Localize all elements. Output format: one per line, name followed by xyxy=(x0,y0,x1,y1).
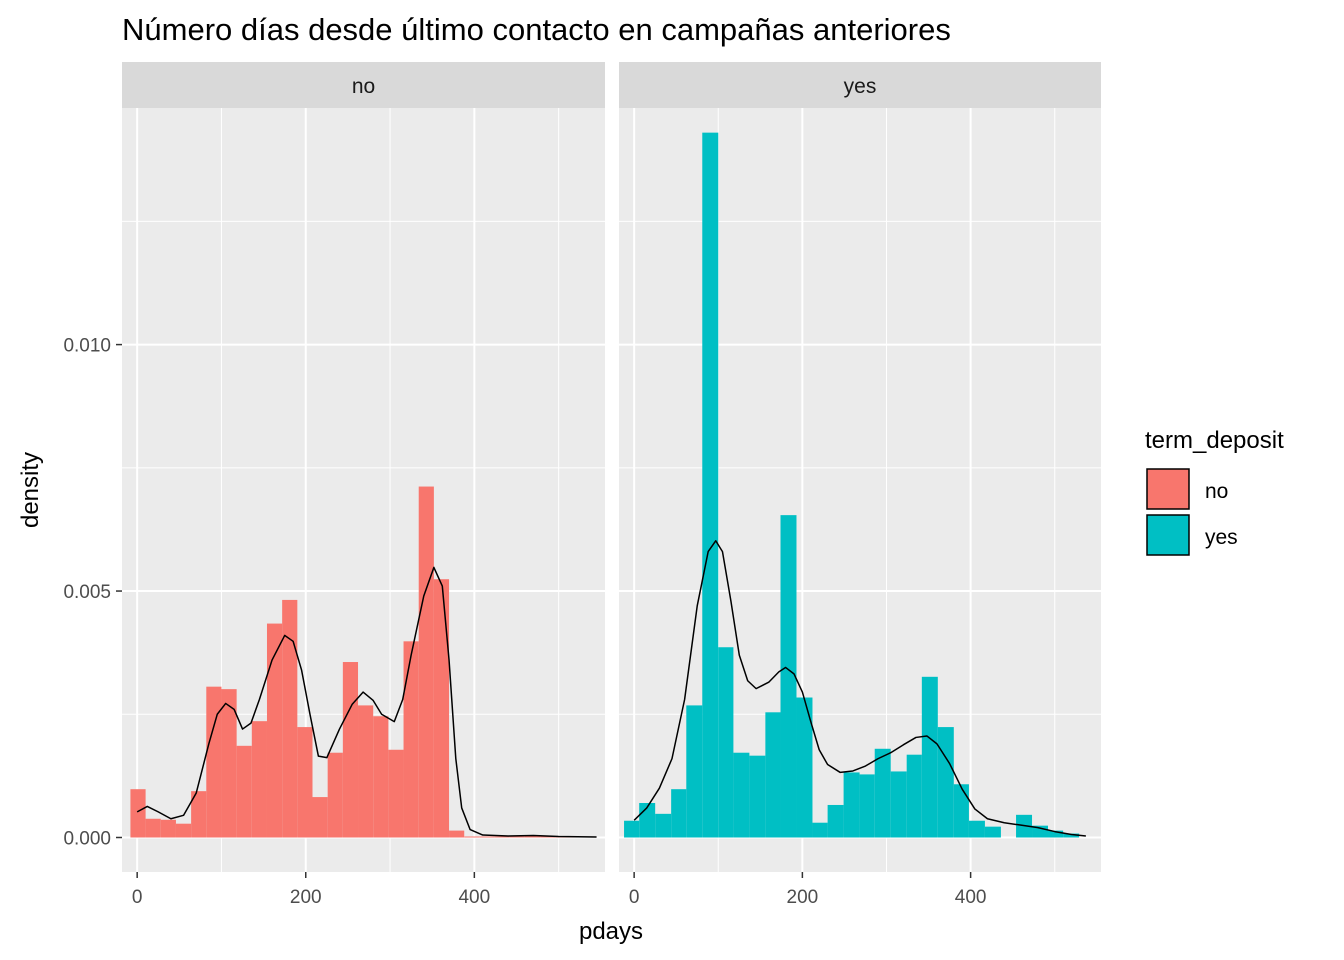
strip-background-yes xyxy=(619,62,1101,108)
histogram-bar xyxy=(1048,830,1064,838)
histogram-bar xyxy=(160,819,176,838)
histogram-bar xyxy=(266,623,283,838)
histogram-bar xyxy=(388,749,404,838)
histogram-bar xyxy=(251,721,267,838)
facet-panel-no: no xyxy=(122,62,605,872)
histogram-bar xyxy=(937,727,954,838)
y-tick-label: 0.010 xyxy=(63,336,111,357)
histogram-bar xyxy=(780,515,797,838)
legend-title: term_deposit xyxy=(1145,427,1284,454)
legend: term_deposit no yes xyxy=(1145,427,1284,556)
histogram-bar xyxy=(509,836,525,838)
x-tick-label: 200 xyxy=(290,887,322,908)
histogram-bar xyxy=(449,830,465,838)
histogram-bar xyxy=(921,676,938,838)
histogram-bar xyxy=(624,820,640,838)
y-tick-label: 0.005 xyxy=(63,582,111,603)
histogram-bar xyxy=(433,579,450,838)
histogram-bar xyxy=(812,822,828,838)
x-axis-title: pdays xyxy=(579,918,643,945)
histogram-bar xyxy=(827,804,844,838)
density-curve-no xyxy=(136,566,597,838)
histogram-bars-yes xyxy=(624,132,1080,838)
histogram-bar xyxy=(1032,825,1049,838)
facet-panel-yes: yes xyxy=(619,62,1101,872)
histogram-bar xyxy=(524,835,541,838)
x-tick-label: 0 xyxy=(132,887,143,908)
x-tick-label: 200 xyxy=(787,887,819,908)
histogram-bar xyxy=(702,132,719,838)
legend-key-yes xyxy=(1146,514,1190,556)
histogram-bar xyxy=(479,836,495,838)
density-curve-yes xyxy=(633,540,1086,837)
histogram-bar xyxy=(1063,833,1080,838)
y-axis-title: density xyxy=(17,452,44,528)
histogram-bar xyxy=(843,772,860,838)
legend-label-no: no xyxy=(1205,480,1228,503)
histogram-bar xyxy=(733,752,750,838)
histogram-bar xyxy=(145,818,161,838)
x-tick-label: 0 xyxy=(629,887,640,908)
histogram-bar xyxy=(984,826,1001,838)
strip-label-no: no xyxy=(352,75,375,98)
histogram-bar xyxy=(464,836,480,838)
y-tick-label: 0.000 xyxy=(63,828,111,849)
density-curve-line xyxy=(633,540,1086,837)
histogram-bar xyxy=(874,748,891,838)
histogram-bar xyxy=(686,705,703,838)
density-curve-line xyxy=(136,566,597,838)
histogram-bars-no xyxy=(130,486,586,838)
histogram-bar xyxy=(342,662,359,838)
histogram-bar xyxy=(671,789,687,838)
histogram-bar xyxy=(206,686,222,838)
histogram-bar xyxy=(890,771,907,838)
strip-label-yes: yes xyxy=(844,75,877,98)
histogram-bar xyxy=(749,755,766,838)
histogram-bar xyxy=(796,697,813,838)
histogram-bar xyxy=(718,647,734,838)
histogram-bar xyxy=(282,599,298,838)
histogram-bar xyxy=(953,784,969,838)
legend-label-yes: yes xyxy=(1205,526,1238,549)
strip-background-no xyxy=(122,62,605,108)
histogram-bar xyxy=(373,716,389,838)
axes: 0 200 400 0 200 400 0.000 0.005 0.010 xyxy=(63,336,986,908)
histogram-bar xyxy=(494,836,510,838)
histogram-bar xyxy=(655,813,672,838)
histogram-bar xyxy=(906,754,922,838)
histogram-bar xyxy=(130,789,146,838)
histogram-bar xyxy=(859,774,875,838)
histogram-bar xyxy=(297,727,313,838)
histogram-bar xyxy=(403,641,419,838)
histogram-bar xyxy=(765,712,781,838)
histogram-bar xyxy=(968,820,985,838)
legend-key-no xyxy=(1146,468,1190,510)
x-tick-label: 400 xyxy=(458,887,490,908)
chart-title: Número días desde último contacto en cam… xyxy=(122,12,951,47)
histogram-bar xyxy=(175,823,192,838)
histogram-bar xyxy=(327,752,343,838)
histogram-bar xyxy=(236,745,252,838)
histogram-bar xyxy=(358,705,374,838)
histogram-bar xyxy=(418,486,434,838)
histogram-bar xyxy=(221,689,237,838)
histogram-bar xyxy=(191,791,207,838)
x-tick-label: 400 xyxy=(955,887,987,908)
histogram-bar xyxy=(312,797,328,838)
